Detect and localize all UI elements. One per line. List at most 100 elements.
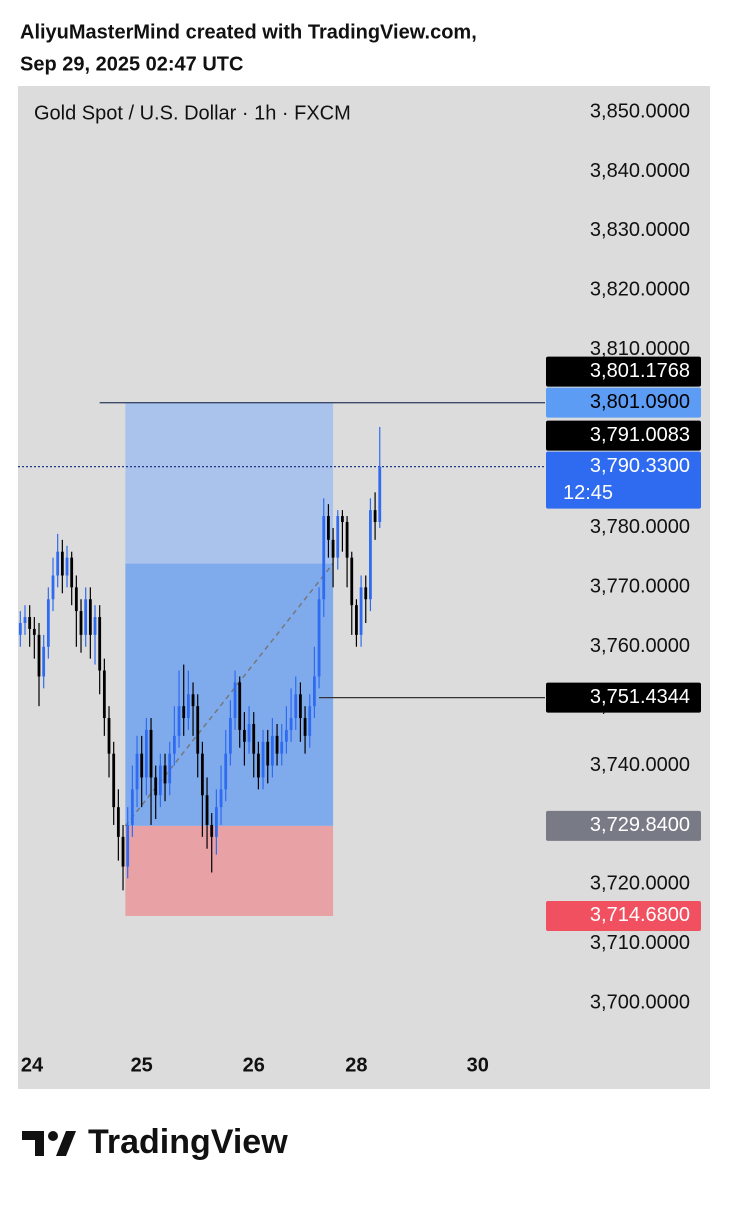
candle-body: [168, 753, 172, 784]
countdown: 12:45: [563, 482, 613, 504]
candle-body: [345, 522, 349, 558]
y-tick-label: 3,710.0000: [590, 932, 690, 954]
candle-body: [294, 694, 298, 719]
candle-body: [98, 617, 102, 671]
candle-body: [289, 718, 293, 730]
x-tick-label: 30: [467, 1054, 489, 1076]
price-label: 3,801.0900: [590, 391, 690, 413]
candle-body: [275, 735, 279, 754]
candle-body: [149, 729, 153, 778]
candle-body: [369, 510, 372, 600]
y-tick-label: 3,840.0000: [590, 160, 690, 182]
header-line: Sep 29, 2025 02:47 UTC: [20, 53, 243, 75]
candle-body: [46, 599, 50, 647]
candle-body: [200, 753, 204, 796]
candle-body: [252, 723, 256, 754]
candle-body: [261, 741, 265, 778]
candle-body: [144, 729, 148, 778]
candle-body: [341, 516, 344, 523]
logo-mark: [56, 1131, 76, 1156]
candle-body: [196, 706, 200, 754]
candle-body: [56, 551, 60, 576]
y-tick-label: 3,770.0000: [590, 576, 690, 598]
candle-body: [140, 753, 144, 778]
candle-body: [331, 539, 335, 558]
candle-body: [233, 682, 237, 719]
candle-body: [32, 628, 36, 635]
x-tick-label: 28: [345, 1054, 367, 1076]
candle-body: [364, 587, 368, 600]
price-label-box: [546, 900, 701, 931]
candle-body: [42, 646, 46, 677]
candle-body: [266, 741, 270, 766]
candle-body: [280, 741, 284, 754]
candle-body: [102, 670, 106, 719]
price-label: 3,801.1768: [590, 360, 690, 382]
candle-body: [177, 706, 181, 736]
price-label-box: [546, 451, 701, 509]
candle-body: [18, 622, 22, 635]
x-tick-label: 24: [21, 1054, 44, 1076]
candle-body: [355, 605, 358, 635]
candle-body: [126, 824, 130, 867]
candle-body: [107, 718, 111, 754]
price-label-box: [546, 420, 701, 451]
y-tick-label: 3,810.0000: [590, 338, 690, 360]
candle-body: [285, 729, 288, 742]
chart-title: Gold Spot / U.S. Dollar · 1h · FXCM: [34, 102, 351, 124]
price-label: 3,729.8400: [590, 814, 690, 836]
candle-body: [224, 753, 228, 790]
candle-body: [182, 706, 186, 719]
candle-body: [130, 789, 134, 825]
candle-body: [313, 676, 316, 707]
candle-body: [373, 510, 377, 523]
price-label-box: [546, 387, 701, 418]
plot: 3,700.00003,710.00003,720.00003,730.0000…: [18, 100, 701, 1076]
candle-body: [238, 682, 242, 730]
candle-body: [336, 516, 340, 558]
y-tick-label: 3,780.0000: [590, 516, 690, 538]
candle-body: [121, 836, 125, 867]
candle-body: [135, 753, 139, 790]
candle-body: [210, 824, 214, 837]
candle-body: [172, 735, 176, 754]
price-label: 3,791.0083: [590, 424, 690, 446]
candle-body: [299, 694, 302, 719]
candle-body: [65, 557, 69, 576]
candle-body: [154, 777, 158, 796]
candle-body: [327, 516, 330, 540]
candle-body: [158, 765, 162, 796]
target-zone: [125, 402, 334, 564]
header-line: AliyuMasterMind created with TradingView…: [20, 21, 477, 43]
candle-body: [37, 634, 41, 677]
y-tick-label: 3,830.0000: [590, 219, 690, 241]
candle-body: [163, 765, 167, 784]
candle-body: [51, 575, 55, 600]
candle-body: [378, 466, 382, 523]
candle-body: [23, 617, 27, 623]
candle-body: [308, 706, 312, 736]
candle-body: [247, 723, 251, 742]
candle-body: [317, 599, 321, 677]
candle-body: [112, 753, 116, 808]
price-label: 3,790.3300: [590, 455, 690, 477]
candle-body: [28, 617, 32, 629]
price-label-box: [546, 682, 701, 713]
y-tick-label: 3,740.0000: [590, 754, 690, 776]
candle-body: [256, 753, 260, 778]
x-tick-label: 25: [131, 1054, 153, 1076]
price-label: 3,714.6800: [590, 904, 690, 926]
candle-body: [350, 557, 354, 606]
candle-body: [219, 789, 223, 808]
candle-body: [60, 551, 64, 576]
brand: TradingView: [88, 1123, 288, 1161]
candle-body: [93, 617, 97, 635]
candle-body: [242, 729, 246, 742]
price-label-box: [546, 356, 701, 387]
logo-mark: [48, 1131, 58, 1141]
price-label: 3,751.4344: [590, 686, 690, 708]
candle-body: [303, 718, 307, 736]
candle-body: [74, 587, 78, 612]
